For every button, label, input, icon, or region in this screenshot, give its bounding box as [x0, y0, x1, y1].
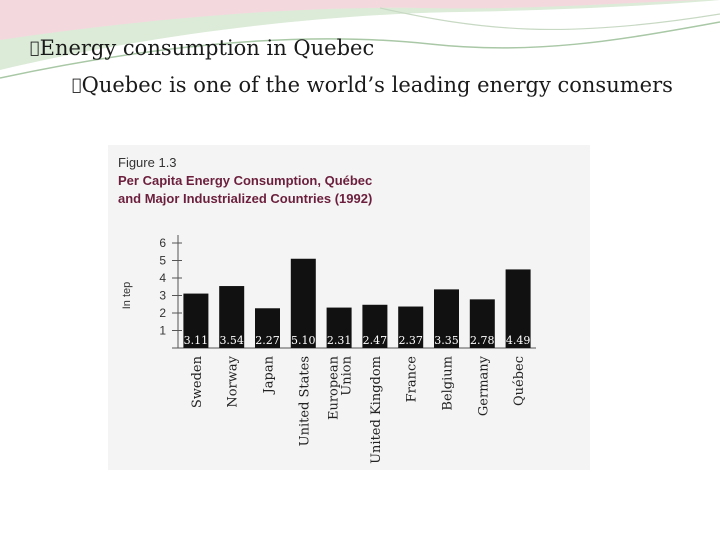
bar-4	[326, 307, 352, 348]
bar-value-label: 2.37	[398, 334, 423, 347]
header-swoosh-pink	[0, 0, 700, 40]
slide-subpoint-text: Quebec is one of the world’s leading ene…	[81, 73, 673, 97]
y-tick-label: 1	[159, 324, 166, 338]
figure-title-line-1: Per Capita Energy Consumption, Québec	[118, 173, 373, 188]
bar-0	[183, 293, 209, 348]
bullet-marker:  	[30, 38, 40, 57]
x-tick-label: Germany	[476, 355, 491, 416]
figure-title-line-2: and Major Industrialized Countries (1992…	[118, 191, 373, 206]
x-tick-label-line: United Kingdom	[369, 356, 384, 464]
bar-5	[362, 304, 388, 348]
x-tick-label-line: Belgium	[441, 356, 456, 411]
bar-value-label: 2.31	[327, 334, 352, 347]
header-swoosh-line	[0, 21, 720, 79]
x-tick-label: France	[405, 356, 420, 403]
bar-9	[505, 269, 531, 348]
x-tick-label-line: France	[405, 356, 420, 403]
bar-value-label: 3.54	[219, 334, 244, 347]
bar-value-label: 2.27	[255, 334, 280, 347]
x-tick-label-line: European	[327, 355, 342, 420]
bar-2	[255, 308, 280, 348]
figure-label: Figure 1.3	[118, 155, 177, 170]
bar-value-label: 5.10	[291, 334, 316, 347]
x-tick-label-line: Sweden	[190, 355, 205, 408]
x-tick-label: Japan	[262, 355, 277, 395]
x-tick-label: United Kingdom	[369, 356, 384, 464]
figure-title: Per Capita Energy Consumption, Québec an…	[118, 172, 372, 208]
y-tick-label: 5	[159, 254, 166, 268]
bar-value-label: 2.47	[363, 334, 388, 347]
bar-value-label: 2.78	[470, 334, 495, 347]
x-tick-label: Norway	[226, 355, 241, 407]
header-swoosh-line-2	[379, 7, 720, 31]
x-tick-label: Belgium	[441, 356, 456, 411]
y-tick-label: 6	[159, 236, 166, 250]
bar-8	[469, 299, 495, 348]
x-tick-label: Québec	[512, 356, 527, 406]
chart-figure: Figure 1.3 Per Capita Energy Consumption…	[108, 145, 590, 470]
x-tick-label-line: Québec	[512, 356, 527, 406]
bar-1	[219, 286, 245, 348]
bar-chart: 1 2 3 4 5 6 In tep 3.11 Sweden 3.54 Norway 2.27 Japa…	[121, 235, 536, 464]
bar-value-label: 3.11	[184, 334, 209, 347]
bar-value-label: 4.49	[506, 334, 530, 347]
x-tick-label-line: United States	[297, 356, 312, 446]
slide-heading:  Energy consumption in Quebec	[30, 36, 374, 60]
bar-6	[398, 306, 424, 348]
x-tick-label: Sweden	[190, 355, 205, 408]
slide-subpoint:  Quebec is one of the world’s leading en…	[72, 73, 673, 97]
bar-7	[434, 289, 459, 348]
bullet-marker:  	[72, 75, 82, 94]
y-axis-label: In tep	[121, 282, 133, 310]
y-tick-label: 2	[159, 306, 166, 320]
x-tick-label-line: Norway	[226, 355, 241, 407]
bar-value-label: 3.35	[434, 334, 459, 347]
x-tick-label-line: Union	[340, 355, 355, 395]
x-tick-label: United States	[297, 356, 312, 446]
bar-3	[290, 258, 316, 348]
x-tick-label-line: Japan	[262, 355, 277, 395]
y-tick-label: 4	[159, 271, 166, 285]
y-tick-label: 3	[159, 289, 166, 303]
slide-heading-text: Energy consumption in Quebec	[39, 36, 375, 60]
x-tick-label-line: Germany	[476, 355, 491, 416]
